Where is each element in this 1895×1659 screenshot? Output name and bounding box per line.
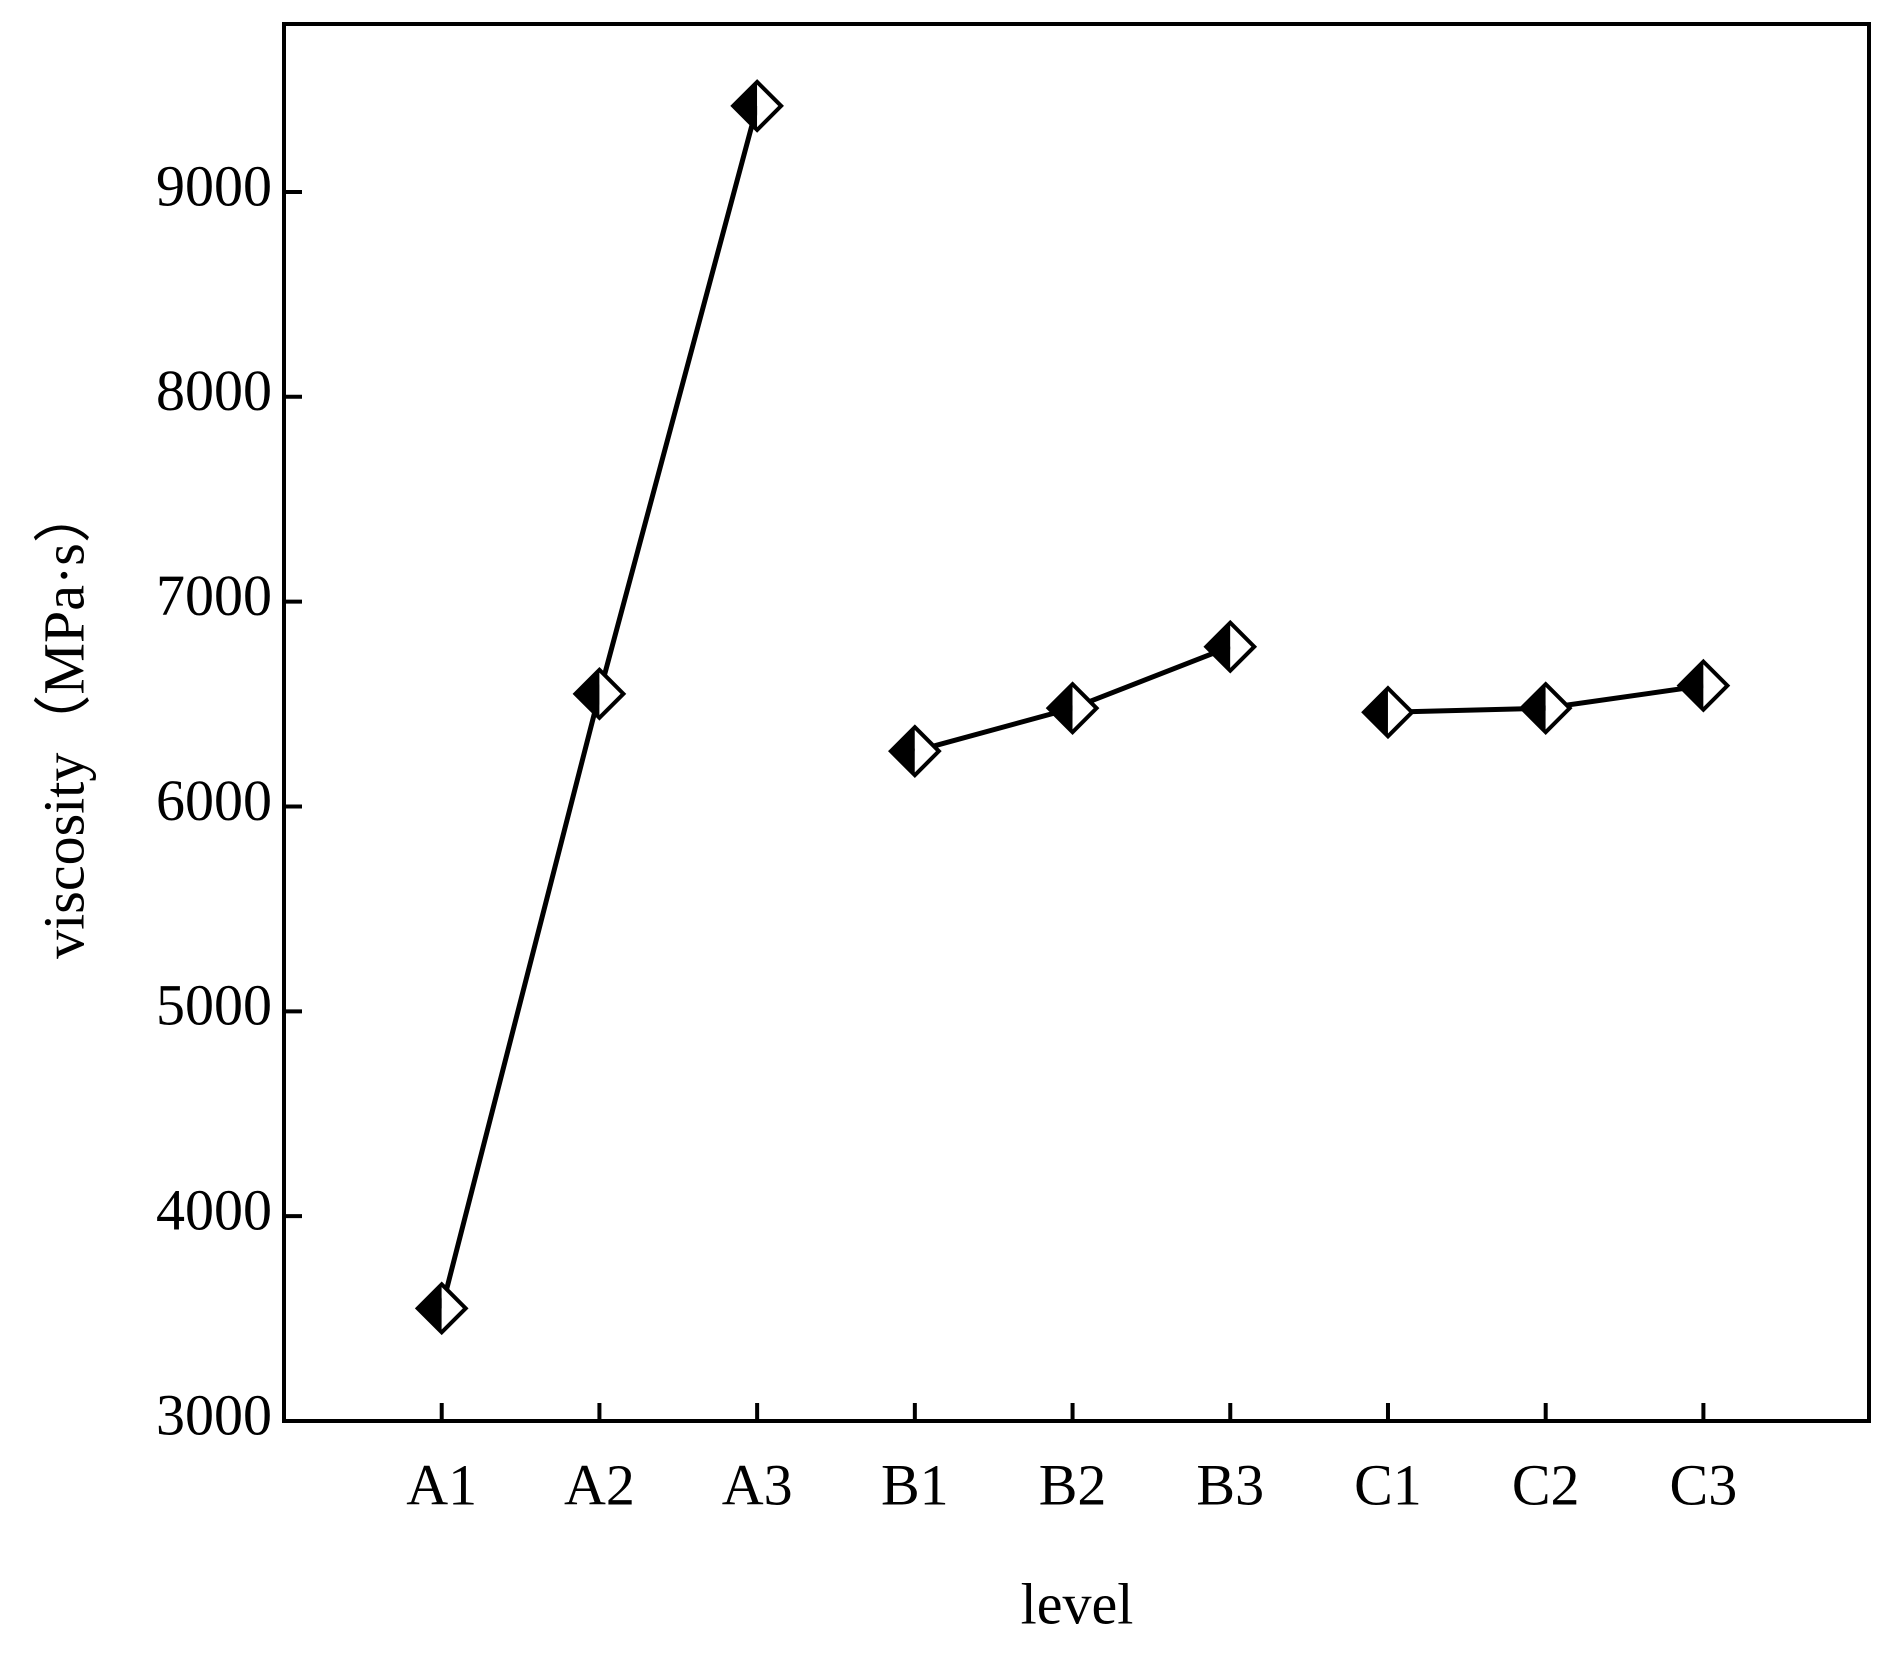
marker xyxy=(572,666,627,721)
marker xyxy=(1676,658,1731,713)
x-tick-label: B3 xyxy=(1196,1452,1264,1517)
x-tick-label: B2 xyxy=(1039,1452,1107,1517)
marker-outline xyxy=(414,1281,469,1336)
x-axis-title: level xyxy=(1021,1571,1134,1636)
x-tick-label: A1 xyxy=(406,1452,477,1517)
marker-outline xyxy=(1361,685,1415,740)
marker xyxy=(1518,681,1573,735)
marker-outline xyxy=(1045,681,1100,735)
marker-outline xyxy=(1518,681,1573,735)
marker-left xyxy=(1521,684,1546,733)
marker-outline xyxy=(1676,658,1731,713)
marker-right xyxy=(441,1284,466,1333)
y-tick-label: 4000 xyxy=(156,1177,272,1242)
y-tick-label: 8000 xyxy=(156,358,272,423)
marker-left xyxy=(733,81,758,130)
y-tick-label: 5000 xyxy=(156,973,272,1038)
marker-right xyxy=(757,81,782,130)
marker-left xyxy=(1679,661,1704,710)
marker-left xyxy=(890,727,915,776)
x-tick-label: C1 xyxy=(1354,1452,1422,1517)
y-tick-label: 6000 xyxy=(156,768,272,833)
marker-outline xyxy=(572,666,627,721)
x-tick-label: C3 xyxy=(1670,1452,1738,1517)
x-tick-label: C2 xyxy=(1512,1452,1580,1517)
marker-right xyxy=(1545,684,1570,733)
marker-left xyxy=(1363,688,1388,737)
marker-outline xyxy=(888,724,942,779)
marker-left xyxy=(1206,622,1231,671)
x-tick-label: A2 xyxy=(564,1452,635,1517)
marker-right xyxy=(1072,684,1097,733)
marker-left xyxy=(417,1284,442,1333)
marker xyxy=(888,724,942,779)
marker-right xyxy=(1387,688,1412,737)
x-tick-label: B1 xyxy=(881,1452,949,1517)
marker-left xyxy=(575,669,600,718)
marker-right xyxy=(599,669,624,718)
y-axis-title: viscosity（MPa·s） xyxy=(31,485,96,959)
marker-outline xyxy=(1203,619,1258,674)
y-tick-label: 7000 xyxy=(156,563,272,628)
y-tick-label: 9000 xyxy=(156,153,272,218)
marker-right xyxy=(1703,661,1728,710)
marker xyxy=(1361,685,1415,740)
marker-right xyxy=(1230,622,1255,671)
marker xyxy=(1203,619,1258,674)
marker-right xyxy=(914,727,939,776)
marker xyxy=(1045,681,1100,735)
marker-outline xyxy=(730,79,784,133)
x-tick-label: A3 xyxy=(722,1452,793,1517)
marker xyxy=(730,79,784,133)
marker-left xyxy=(1048,684,1073,733)
y-tick-label: 3000 xyxy=(156,1382,272,1447)
plot-frame xyxy=(282,22,1871,1423)
marker xyxy=(414,1281,469,1336)
